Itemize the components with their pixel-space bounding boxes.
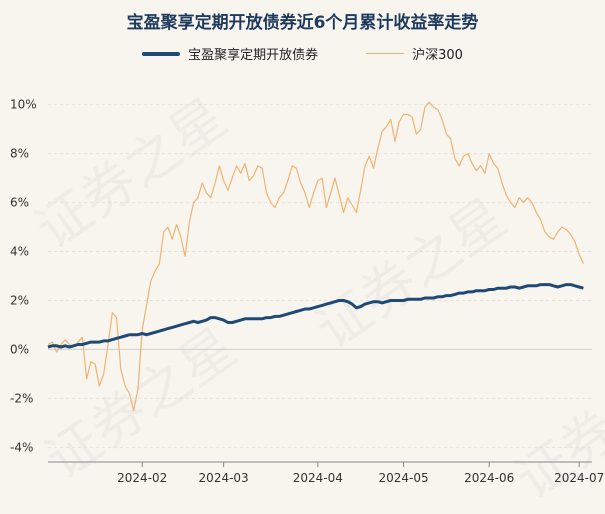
x-tick-label: 2024-04 (293, 471, 343, 485)
y-tick-label: 6% (10, 196, 29, 210)
legend-label-index: 沪深300 (412, 48, 463, 63)
legend-item-fund[interactable]: 宝盈聚享定期开放债券 (142, 44, 318, 63)
series-line-fund (47, 283, 584, 349)
y-tick-label: 4% (10, 245, 29, 259)
y-tick-label: 8% (10, 147, 29, 161)
chart-title: 宝盈聚享定期开放债券近6个月累计收益率走势 (126, 13, 479, 33)
y-tick-label: 0% (10, 342, 29, 356)
y-axis-ticks: 10% 8% 6% 4% 2% 0% -2% -4% (10, 98, 37, 455)
y-tick-label: 10% (10, 98, 37, 112)
x-tick-label: 2024-06 (464, 471, 514, 485)
x-tick-label: 2024-03 (199, 471, 249, 485)
y-tick-label: 2% (10, 293, 29, 307)
line-chart: 10%8%6%4%2%0%-2%-4% 2024-02 2024-03 2024-0… (10, 98, 604, 485)
grid-lines (48, 104, 592, 448)
x-axis: 2024-02 2024-03 2024-04 2024-05 2024-06 2024-… (48, 461, 604, 485)
x-tick-label: 2024-05 (378, 471, 428, 485)
x-tick-label: 2024-02 (117, 471, 167, 485)
legend-item-index[interactable]: 沪深300 (366, 44, 463, 63)
legend-swatch-index (366, 52, 405, 55)
series-lines (47, 101, 584, 412)
y-tick-label: -2% (10, 391, 33, 405)
legend-swatch-fund (142, 51, 181, 56)
series-line-index (47, 101, 584, 412)
legend-label-fund: 宝盈聚享定期开放债券 (188, 48, 319, 63)
y-tick-label: -4% (10, 440, 33, 454)
x-tick-label: 2024-07 (554, 471, 604, 485)
chart-legend: 宝盈聚享定期开放债券 沪深300 (0, 44, 605, 63)
